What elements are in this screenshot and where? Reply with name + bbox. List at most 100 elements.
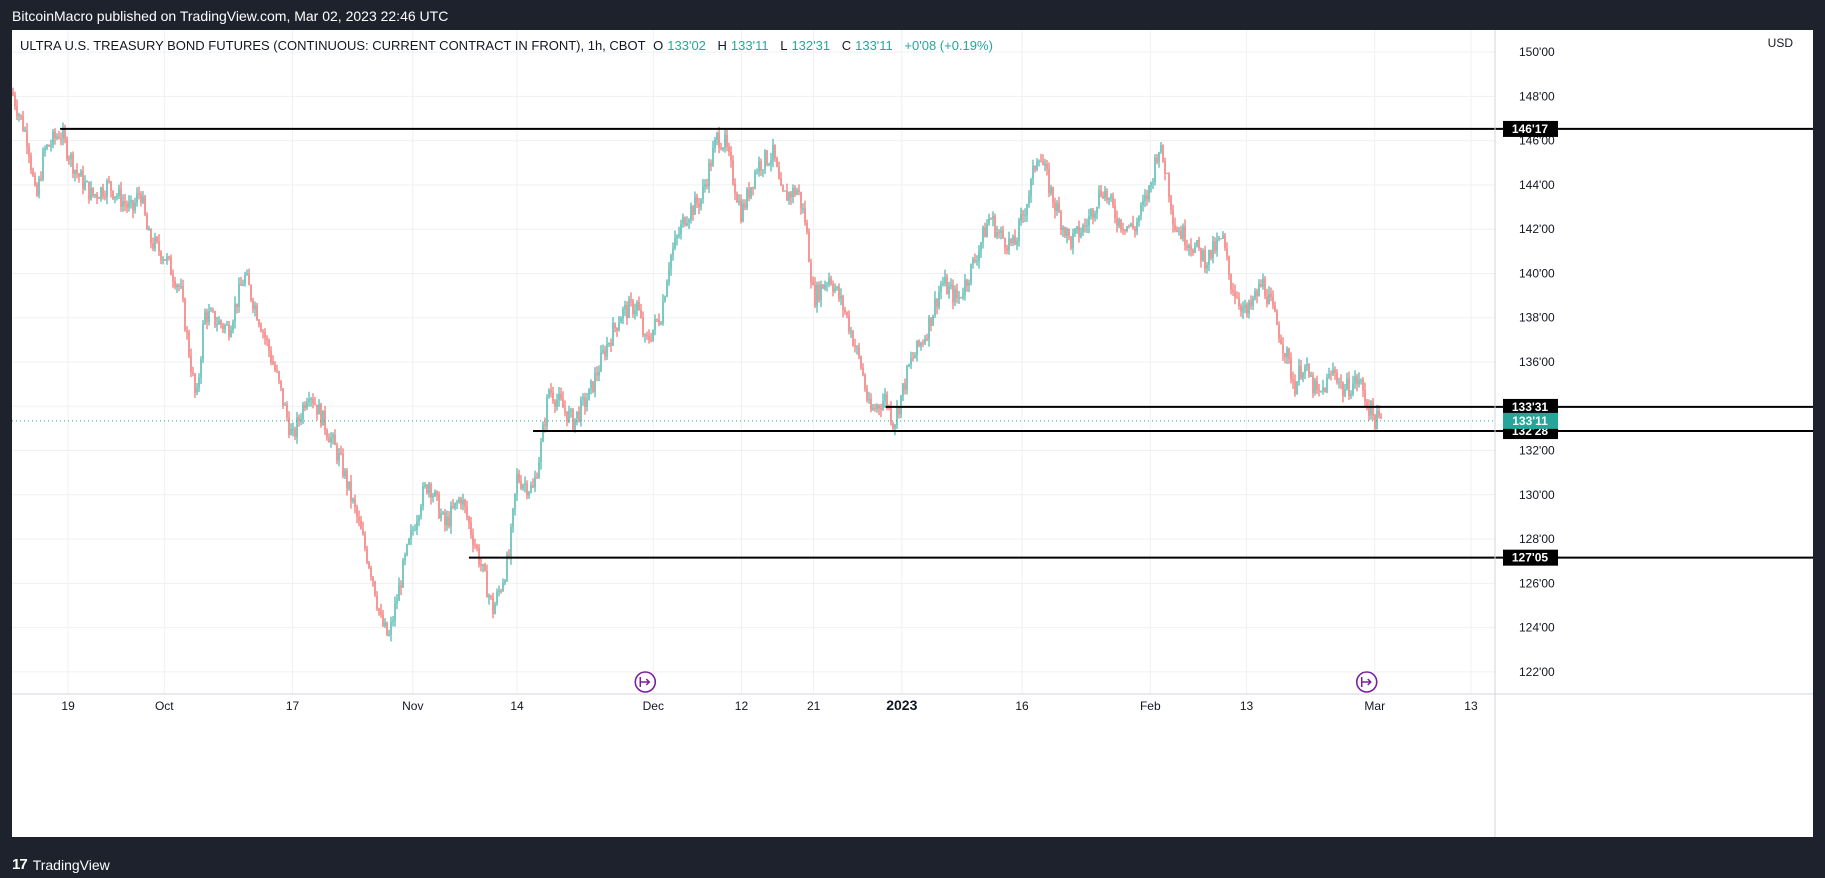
candle	[1070, 236, 1072, 251]
candle-body	[392, 621, 394, 623]
candle-body	[1332, 369, 1334, 375]
candle-body	[1246, 304, 1248, 314]
candle-body	[1236, 297, 1238, 299]
candle	[1284, 352, 1286, 364]
candle-body	[190, 355, 192, 373]
candle	[482, 563, 484, 573]
candle-body	[312, 398, 314, 404]
x-tick-label: 2023	[886, 697, 917, 713]
candle-body	[1230, 274, 1232, 290]
candle-body	[248, 274, 250, 286]
candle	[488, 593, 490, 605]
candle	[1324, 387, 1326, 393]
event-marker-arrow	[1360, 677, 1372, 687]
candle-body	[984, 227, 986, 238]
chart-legend: ULTRA U.S. TREASURY BOND FUTURES (CONTIN…	[20, 38, 997, 53]
candle-body	[1322, 387, 1324, 391]
candle-body	[598, 371, 600, 376]
candle-body	[608, 343, 610, 345]
candle	[1018, 217, 1020, 247]
y-tick-label: 130'00	[1519, 488, 1555, 502]
candle-body	[882, 401, 884, 410]
candle-body	[886, 394, 888, 406]
candle	[1176, 226, 1178, 233]
candle	[1088, 208, 1090, 234]
candle-body	[1098, 190, 1100, 207]
candle-body	[24, 130, 26, 132]
candle-body	[62, 129, 64, 139]
candle-body	[1184, 226, 1186, 246]
candle-body	[1176, 229, 1178, 233]
candle-body	[1160, 145, 1162, 152]
chart-frame[interactable]: 122'00124'00126'00128'00130'00132'00134'…	[12, 30, 1813, 837]
candle-body	[308, 399, 310, 402]
candle-body	[356, 507, 358, 517]
candle	[46, 143, 48, 151]
candle	[720, 142, 722, 151]
candle	[1100, 185, 1102, 198]
candle-body	[1370, 401, 1372, 416]
candle	[478, 544, 480, 568]
tradingview-logo[interactable]: 17 TradingView	[12, 856, 110, 873]
candle-body	[944, 277, 946, 284]
candle-body	[202, 324, 204, 360]
candle-body	[1086, 225, 1088, 227]
candle-body	[404, 554, 406, 561]
candle-body	[1088, 215, 1090, 226]
candle-body	[688, 219, 690, 224]
candle	[754, 169, 756, 190]
candle-body	[588, 388, 590, 401]
candle-body	[1318, 389, 1320, 391]
candle-body	[892, 422, 894, 429]
candle-body	[1124, 229, 1126, 232]
candle	[742, 199, 744, 223]
candle-body	[292, 428, 294, 430]
candle-body	[644, 334, 646, 336]
candle	[1300, 359, 1302, 380]
candle-body	[456, 502, 458, 504]
candle	[658, 313, 660, 327]
candle-body	[1148, 185, 1150, 200]
candle-body	[256, 305, 258, 321]
candle-body	[890, 406, 892, 423]
candle	[142, 191, 144, 204]
candle	[162, 256, 164, 265]
candle	[386, 621, 388, 637]
y-tick-label: 142'00	[1519, 222, 1555, 236]
candle-body	[272, 361, 274, 365]
candle-body	[298, 417, 300, 421]
candle-body	[860, 356, 862, 368]
candle	[312, 393, 314, 409]
candle	[786, 183, 788, 201]
candle	[418, 514, 420, 527]
candle-body	[1044, 163, 1046, 166]
candle-body	[1166, 173, 1168, 175]
candle-body	[108, 180, 110, 182]
candle	[254, 301, 256, 317]
event-marker-icon[interactable]	[634, 671, 657, 693]
candle	[854, 338, 856, 353]
y-tick-label: 140'00	[1519, 266, 1555, 280]
candle	[868, 391, 870, 404]
candle	[1306, 357, 1308, 372]
candle-body	[328, 437, 330, 443]
candle	[348, 481, 350, 491]
candle	[1348, 371, 1350, 400]
candle-body	[154, 237, 156, 249]
event-marker-icon[interactable]	[1355, 671, 1378, 693]
candle	[906, 364, 908, 395]
candle	[640, 303, 642, 319]
candle-body	[550, 389, 552, 393]
candle	[1254, 288, 1256, 301]
candle-body	[1354, 376, 1356, 384]
candle-body	[902, 383, 904, 396]
candle	[106, 178, 108, 205]
candle	[604, 345, 606, 361]
candle	[840, 288, 842, 306]
candle	[1366, 399, 1368, 411]
candle-body	[340, 452, 342, 454]
candle-body	[74, 170, 76, 174]
price-chart[interactable]: 122'00124'00126'00128'00130'00132'00134'…	[12, 30, 1813, 837]
y-tick-label: 124'00	[1519, 621, 1555, 635]
candle-body	[1348, 378, 1350, 397]
